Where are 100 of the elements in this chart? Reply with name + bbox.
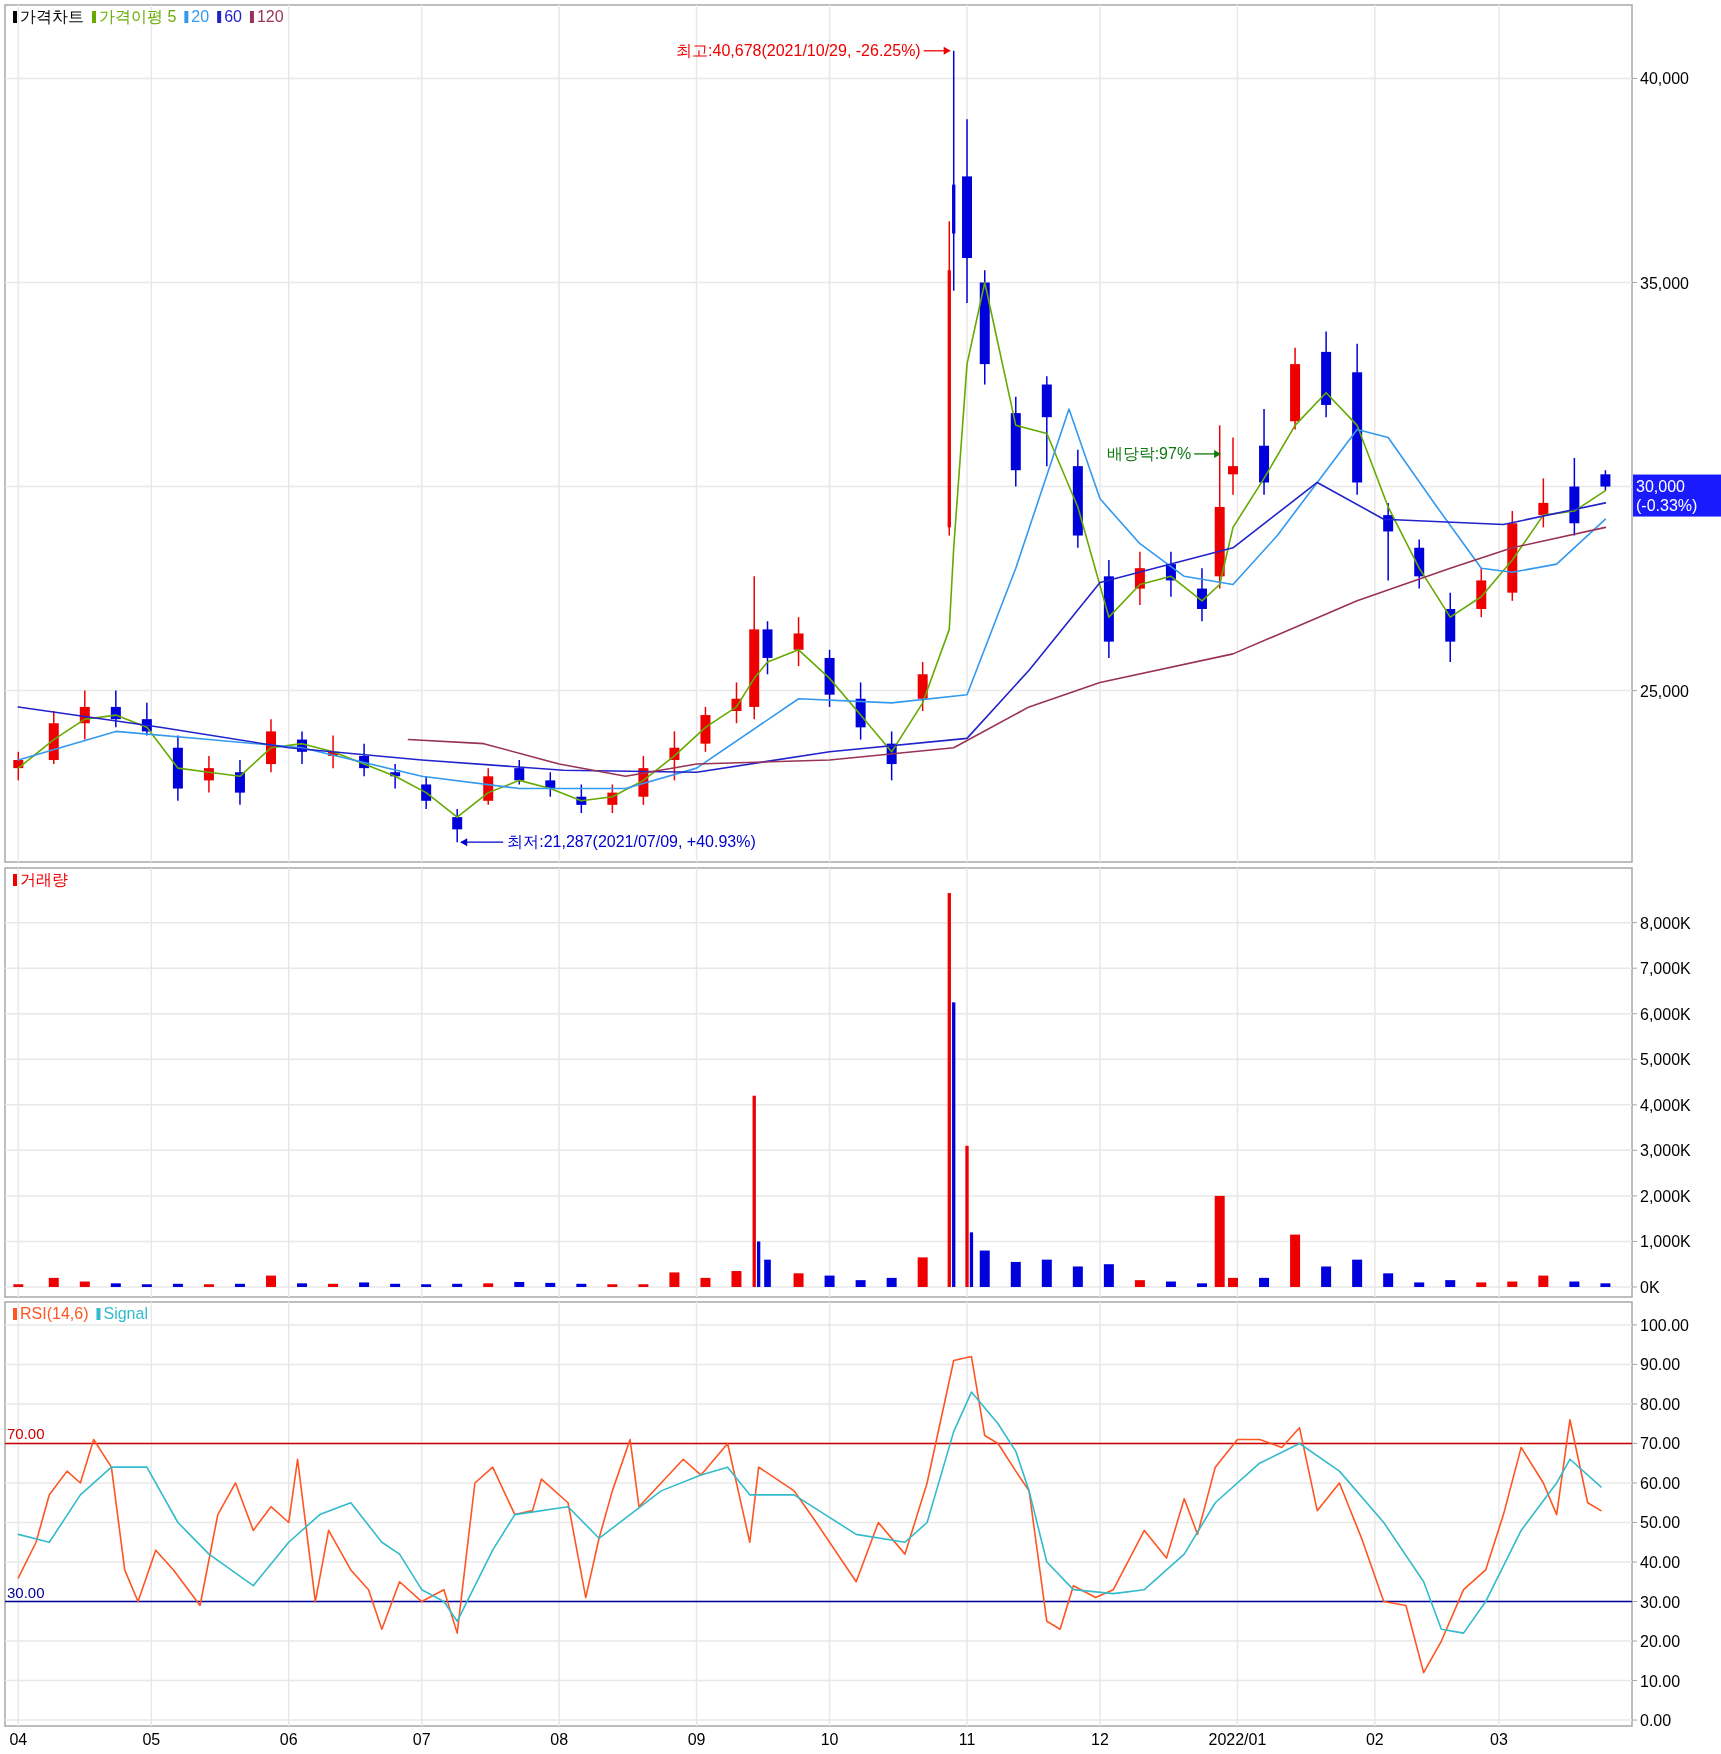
- legend-label: RSI(14,6): [20, 1305, 89, 1322]
- bar: [203, 1284, 214, 1287]
- y-tick-label: 1,000K: [1640, 1232, 1692, 1250]
- y-tick-label: 6,000K: [1640, 1005, 1692, 1023]
- chart-title: 가격차트: [20, 8, 84, 25]
- x-tick-label: 06: [279, 1731, 298, 1748]
- annotation: 30,000: [1636, 477, 1686, 495]
- bar: [390, 1283, 401, 1287]
- x-tick-label: 11: [958, 1731, 976, 1748]
- line-series: [407, 526, 1607, 778]
- bar: [1134, 1280, 1145, 1287]
- y-tick-label: 70.00: [1640, 1434, 1681, 1452]
- bar: [669, 1272, 680, 1287]
- candlestick: [234, 759, 245, 806]
- bar: [483, 1283, 494, 1287]
- bar: [79, 1281, 90, 1287]
- ref-line-label: 30.00: [7, 1583, 45, 1601]
- y-tick-label: 80.00: [1640, 1395, 1681, 1413]
- bar: [359, 1282, 370, 1287]
- y-tick-label: 0K: [1640, 1278, 1660, 1296]
- candlestick: [1228, 436, 1238, 496]
- ref-line-label: 70.00: [7, 1425, 45, 1443]
- bar: [110, 1283, 121, 1287]
- bar: [328, 1283, 339, 1287]
- y-tick-label: 40.00: [1640, 1553, 1681, 1571]
- bar: [266, 1275, 276, 1287]
- bar: [297, 1283, 308, 1287]
- bar: [700, 1277, 711, 1287]
- bar: [1010, 1261, 1021, 1287]
- annotation: 최고:40,678(2021/10/29, -26.25%): [676, 41, 921, 59]
- y-tick-label: 8,000K: [1640, 914, 1692, 932]
- y-tick-label: 3,000K: [1640, 1141, 1692, 1159]
- bar: [731, 1271, 742, 1287]
- candlestick: [514, 759, 525, 786]
- x-tick-label: 10: [820, 1731, 839, 1748]
- bar: [886, 1277, 897, 1287]
- x-tick-label: 09: [687, 1731, 706, 1748]
- bar: [638, 1284, 649, 1287]
- bar: [13, 1284, 24, 1287]
- y-tick-label: 100.00: [1640, 1316, 1690, 1334]
- bar: [855, 1280, 866, 1287]
- bar: [1214, 1195, 1225, 1287]
- bar: [1352, 1259, 1363, 1287]
- y-tick-label: 20.00: [1640, 1632, 1681, 1650]
- candlestick: [421, 775, 432, 810]
- y-tick-label: 5,000K: [1640, 1050, 1692, 1068]
- legend-label: 120: [256, 8, 284, 25]
- y-tick-label: 7,000K: [1640, 959, 1692, 977]
- bar: [1445, 1280, 1456, 1287]
- bar: [234, 1283, 245, 1287]
- candlestick: [1600, 469, 1611, 492]
- bar: [1072, 1266, 1083, 1287]
- x-tick-label: 12: [1091, 1731, 1110, 1748]
- annotation: 최저:21,287(2021/07/09, +40.93%): [507, 833, 756, 851]
- legend-label: 가격이평 5: [99, 8, 177, 25]
- bar: [1196, 1283, 1207, 1287]
- bar: [1041, 1259, 1052, 1287]
- bar: [576, 1283, 587, 1287]
- bar: [979, 1250, 990, 1287]
- bar: [824, 1275, 835, 1287]
- chart-title: 거래량: [20, 871, 68, 888]
- bar: [141, 1284, 152, 1287]
- text: (-0.33%): [1636, 496, 1698, 514]
- x-tick-label: 08: [550, 1731, 569, 1748]
- bar: [172, 1283, 183, 1287]
- bar: [1414, 1282, 1425, 1287]
- bar: [607, 1284, 618, 1287]
- y-tick-label: 30.00: [1640, 1593, 1681, 1611]
- legend-label: Signal: [103, 1305, 148, 1322]
- bar: [1259, 1277, 1270, 1287]
- annotation: 배당락:97%: [1106, 444, 1192, 462]
- x-tick-label: 02: [1365, 1731, 1384, 1748]
- candlestick: [1538, 477, 1549, 529]
- bar: [1476, 1282, 1487, 1287]
- y-tick-label: 40,000: [1640, 69, 1690, 87]
- bar: [1165, 1281, 1176, 1287]
- x-tick-label: 04: [9, 1731, 28, 1748]
- bar: [514, 1281, 525, 1287]
- bar: [1507, 1281, 1518, 1287]
- x-tick-label: 2022/01: [1208, 1731, 1267, 1748]
- y-tick-label: 0.00: [1640, 1711, 1672, 1729]
- x-tick-label: 05: [142, 1731, 161, 1748]
- bar: [1290, 1234, 1301, 1287]
- bar: [1569, 1281, 1580, 1287]
- bar: [1228, 1277, 1238, 1287]
- y-tick-label: 4,000K: [1640, 1096, 1692, 1114]
- bar: [793, 1273, 804, 1287]
- bar: [1321, 1266, 1332, 1287]
- legend-label: 60: [224, 8, 243, 25]
- x-tick-label: 07: [412, 1731, 431, 1748]
- bar: [421, 1284, 432, 1287]
- bar: [545, 1282, 556, 1287]
- line-series: [17, 481, 1607, 774]
- bar: [1103, 1264, 1114, 1287]
- y-tick-label: 2,000K: [1640, 1187, 1692, 1205]
- bar: [1538, 1275, 1549, 1287]
- y-tick-label: 25,000: [1640, 682, 1690, 700]
- y-tick-label: 90.00: [1640, 1355, 1681, 1373]
- x-tick-label: 03: [1490, 1731, 1508, 1748]
- bar: [1600, 1283, 1611, 1287]
